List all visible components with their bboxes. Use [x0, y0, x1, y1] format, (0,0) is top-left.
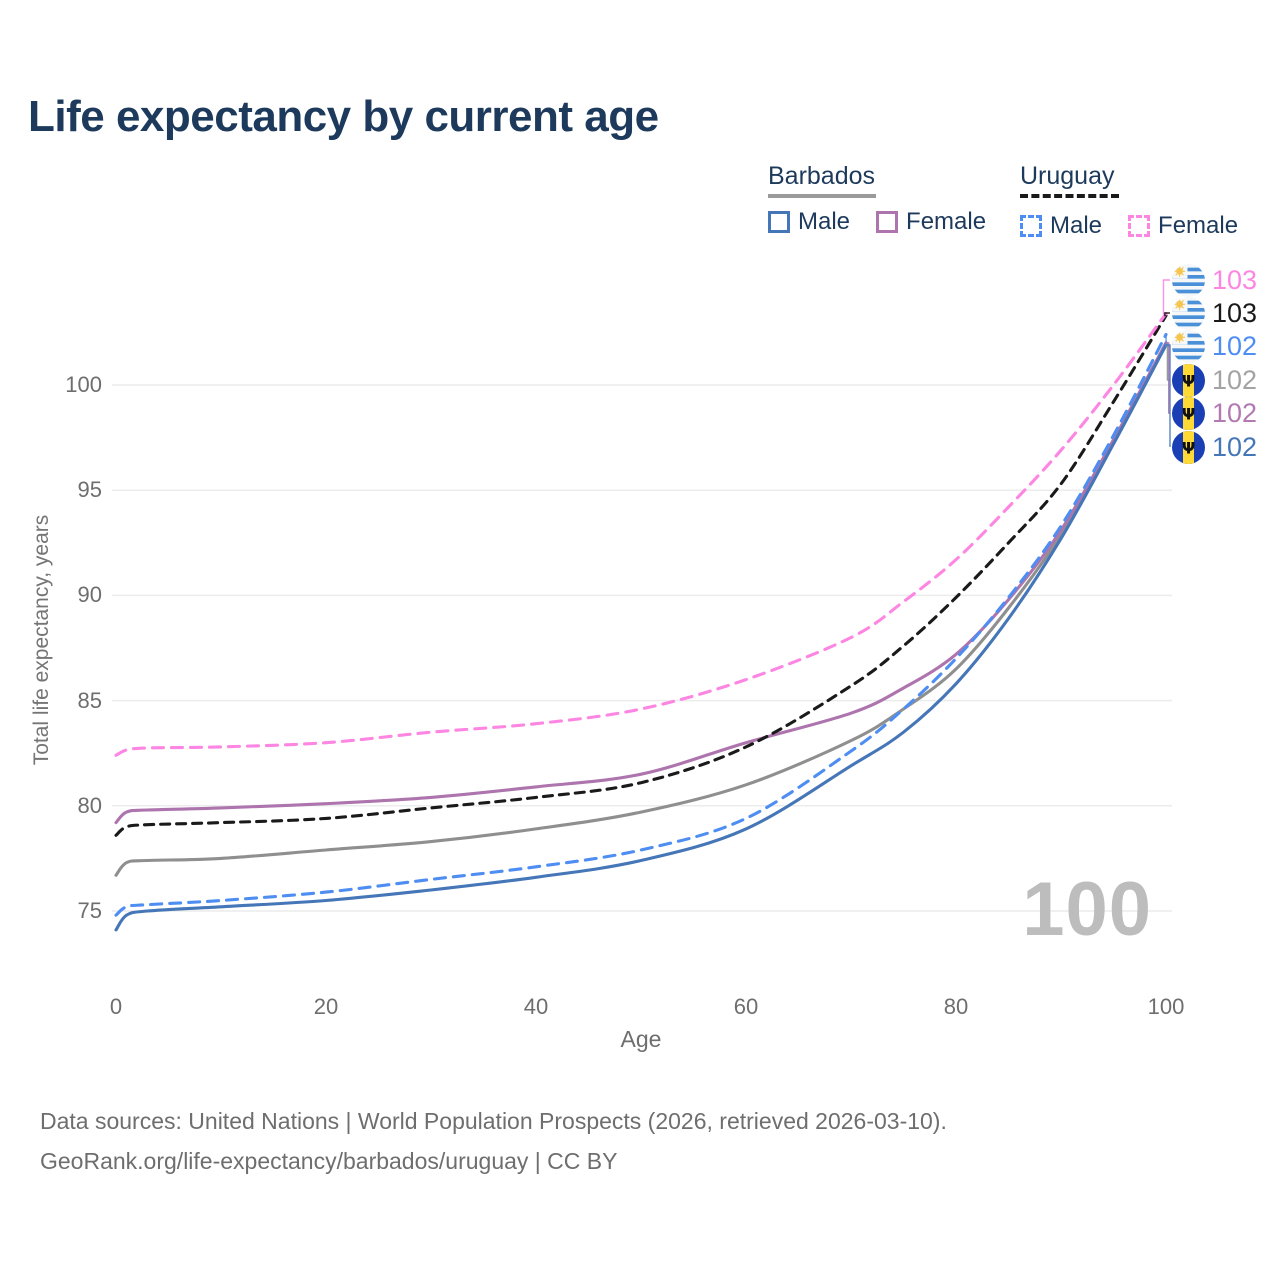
svg-text:Ψ: Ψ [1182, 438, 1196, 457]
uruguay-flag-icon [1172, 329, 1205, 363]
series-line-barbados-all- [114, 341, 1168, 877]
attribution-text: GeoRank.org/life-expectancy/barbados/uru… [40, 1148, 618, 1174]
uruguay-flag-icon [1172, 263, 1205, 297]
y-tick-90: 90 [77, 582, 102, 608]
y-tick-85: 85 [77, 687, 102, 713]
end-value: 102 [1212, 364, 1258, 395]
end-label-barbados-female: Ψ 102 [1172, 396, 1258, 430]
y-tick-100: 100 [65, 372, 102, 397]
end-label-barbados-male: Ψ 102 [1172, 430, 1258, 464]
x-tick-60: 60 [733, 994, 759, 1019]
end-label-uruguay-female: 103 [1172, 263, 1258, 297]
barbados-female-swatch [876, 211, 899, 233]
page-title: Life expectancy by current age [28, 92, 659, 141]
barbados-flag-icon: Ψ [1172, 396, 1205, 430]
end-value: 102 [1212, 397, 1258, 428]
legend-item-uruguay-female[interactable]: Female [1128, 212, 1238, 240]
end-value: 102 [1212, 431, 1258, 462]
end-label-uruguay-male: 102 [1172, 329, 1258, 363]
legend-country-barbados: Barbados [768, 162, 876, 190]
x-tick-0: 0 [109, 994, 123, 1019]
legend-group-barbados: Barbados Male Female [768, 162, 986, 236]
legend-item-uruguay-male[interactable]: Male [1020, 212, 1102, 240]
end-value: 103 [1212, 297, 1258, 328]
x-tick-40: 40 [523, 994, 549, 1019]
x-tick-80: 80 [943, 994, 969, 1019]
legend-underline-barbados-solid [768, 194, 876, 198]
legend-label: Female [1158, 212, 1239, 239]
legend-group-uruguay: Uruguay Male Female [1020, 162, 1238, 240]
series-line-uruguay-male [114, 332, 1168, 917]
age-counter-watermark: 100 [1022, 867, 1152, 952]
legend-label: Female [906, 208, 987, 235]
x-tick-100: 100 [1147, 994, 1185, 1019]
legend-underline-uruguay-dashed [1020, 194, 1119, 202]
y-tick-80: 80 [77, 792, 102, 818]
x-axis-title: Age [620, 1026, 662, 1052]
end-value: 103 [1212, 264, 1258, 295]
end-value: 102 [1212, 330, 1258, 361]
series-line-barbados-male [114, 343, 1168, 932]
barbados-male-swatch [768, 211, 790, 233]
data-sources-text: Data sources: United Nations | World Pop… [40, 1108, 947, 1134]
series-line-barbados-female [114, 341, 1168, 825]
series-line-uruguay-all- [114, 314, 1168, 837]
svg-text:Ψ: Ψ [1182, 404, 1196, 423]
barbados-flag-icon: Ψ [1172, 430, 1205, 464]
uruguay-flag-icon [1172, 296, 1205, 330]
end-label-connector [1162, 279, 1170, 315]
end-label-barbados-all-: Ψ 102 [1172, 363, 1258, 397]
legend-label: Male [1050, 212, 1103, 239]
barbados-flag-icon: Ψ [1172, 363, 1205, 397]
y-tick-75: 75 [77, 898, 102, 923]
uruguay-male-swatch [1020, 215, 1042, 237]
legend-country-uruguay: Uruguay [1020, 162, 1115, 190]
legend-item-barbados-female[interactable]: Female [876, 208, 986, 236]
end-label-connector [1166, 344, 1171, 447]
end-label-connector [1164, 312, 1170, 317]
end-label-uruguay-all-: 103 [1172, 296, 1258, 330]
y-axis-title: Total life expectancy, years [30, 514, 53, 766]
series-line-uruguay-female [114, 311, 1168, 757]
x-tick-20: 20 [313, 994, 339, 1019]
y-tick-95: 95 [77, 477, 102, 503]
legend-item-barbados-male[interactable]: Male [768, 208, 850, 236]
uruguay-female-swatch [1128, 215, 1151, 237]
legend-label: Male [798, 208, 851, 235]
svg-text:Ψ: Ψ [1182, 371, 1196, 390]
